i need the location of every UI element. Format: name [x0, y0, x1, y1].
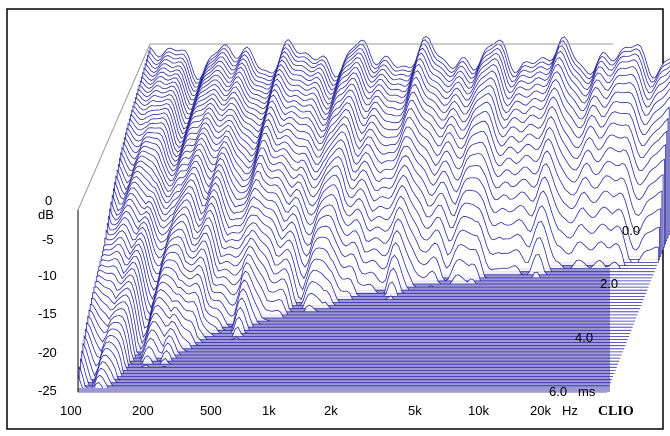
y-tick-label: 0 — [45, 193, 52, 208]
z-tick-label: 4.0 — [575, 330, 593, 345]
x-tick-label: 10k — [468, 403, 489, 418]
z-tick-label: 2.0 — [600, 276, 618, 291]
x-unit-label: Hz — [562, 403, 578, 418]
x-tick-label: 100 — [60, 403, 82, 418]
x-tick-label: 2k — [324, 403, 338, 418]
x-tick-label: 200 — [132, 403, 154, 418]
y-unit-label: dB — [38, 207, 54, 222]
brand-logo: CLIO — [598, 404, 634, 419]
y-tick-label: -25 — [38, 383, 57, 398]
x-tick-label: 1k — [262, 403, 276, 418]
x-tick-label: 20k — [530, 403, 551, 418]
x-tick-label: 500 — [200, 403, 222, 418]
y-tick-label: -15 — [38, 306, 57, 321]
z-unit-label: ms — [578, 384, 596, 399]
y-tick-label: -5 — [42, 232, 54, 247]
x-tick-label: 5k — [408, 403, 422, 418]
z-tick-label: 6.0 — [549, 384, 567, 399]
z-tick-label: 0.0 — [622, 223, 640, 238]
y-tick-label: -10 — [38, 268, 57, 283]
floor-front-edge — [78, 388, 610, 392]
y-tick-label: -20 — [38, 345, 57, 360]
